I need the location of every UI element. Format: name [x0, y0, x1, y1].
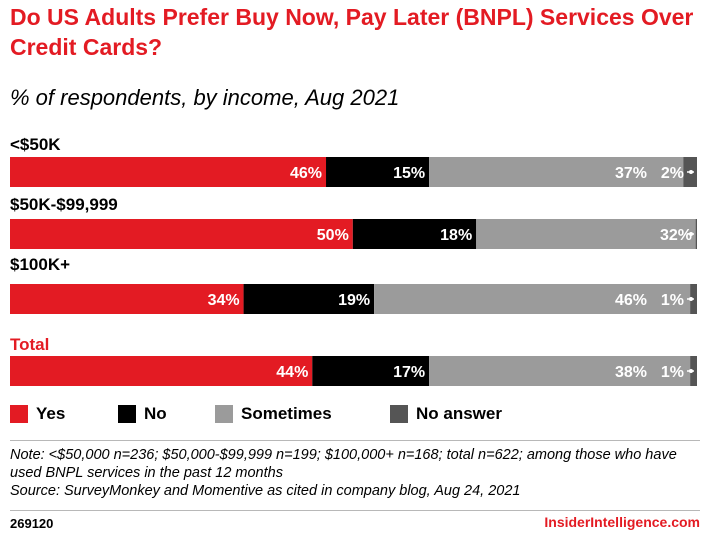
data-label: 15%: [393, 165, 425, 182]
data-label: 50%: [317, 227, 349, 244]
legend-label: Yes: [36, 404, 66, 423]
data-label: 46%: [615, 292, 647, 309]
data-label: 18%: [440, 227, 472, 244]
chart-subtitle: % of respondents, by income, Aug 2021: [10, 85, 400, 110]
bar-segment: [695, 219, 697, 249]
legend-item: Sometimes: [215, 404, 332, 424]
bar-segment: [476, 219, 696, 249]
bar-segment: [374, 284, 691, 314]
stacked-bar-chart: <$50K 46% 15% 37% 2% $50K-$99,999 50% 18% 32% $10…: [10, 135, 697, 386]
divider: [10, 510, 700, 511]
category-label: Total: [10, 335, 49, 354]
legend-item: No answer: [390, 404, 502, 424]
source-text: Source: SurveyMonkey and Momentive as ci…: [10, 483, 521, 499]
no-answer-marker-dot: [689, 170, 693, 174]
no-answer-marker-dot: [689, 297, 693, 301]
bar-segment: [10, 284, 244, 314]
data-label: 2%: [661, 165, 684, 182]
no-answer-marker-dot: [689, 369, 693, 373]
legend-swatch: [118, 405, 136, 423]
category-label: <$50K: [10, 135, 61, 154]
data-label: 1%: [661, 364, 684, 381]
legend-swatch: [10, 405, 28, 423]
data-label: 34%: [208, 292, 240, 309]
data-label: 17%: [393, 364, 425, 381]
data-label: 46%: [290, 165, 322, 182]
bar-segment: [10, 219, 353, 249]
data-label: 38%: [615, 364, 647, 381]
category-label: $100K+: [10, 255, 70, 274]
bar-segment: [429, 157, 684, 187]
legend-label: No: [144, 404, 167, 423]
bar-segment: [429, 356, 691, 386]
legend-label: Sometimes: [241, 404, 332, 423]
chart-id: 269120: [10, 516, 54, 531]
data-label: 1%: [661, 292, 684, 309]
no-answer-marker-dot: [689, 232, 693, 236]
bar-segment: [312, 356, 430, 386]
data-label: 19%: [338, 292, 370, 309]
chart-title: Do US Adults Prefer Buy Now, Pay Later (…: [10, 4, 694, 60]
bar-segment: [10, 356, 313, 386]
bar-segment: [10, 157, 327, 187]
data-label: 37%: [615, 165, 647, 182]
brand-logo-text[interactable]: InsiderIntelligence.com: [544, 514, 700, 530]
bar-segment: [243, 284, 375, 314]
data-label: 32%: [660, 227, 692, 244]
bar-segment: [326, 157, 430, 187]
note-text: Note: <$50,000 n=236; $50,000-$99,999 n=…: [10, 447, 677, 481]
legend-label: No answer: [416, 404, 502, 423]
legend-swatch: [390, 405, 408, 423]
legend-item: Yes: [10, 404, 65, 424]
legend-item: No: [118, 404, 167, 424]
legend-swatch: [215, 405, 233, 423]
bar-segment: [352, 219, 477, 249]
chart-footnote: Note: <$50,000 n=236; $50,000-$99,999 n=…: [10, 446, 700, 500]
category-label: $50K-$99,999: [10, 195, 118, 214]
divider: [10, 440, 700, 441]
data-label: 44%: [276, 364, 308, 381]
